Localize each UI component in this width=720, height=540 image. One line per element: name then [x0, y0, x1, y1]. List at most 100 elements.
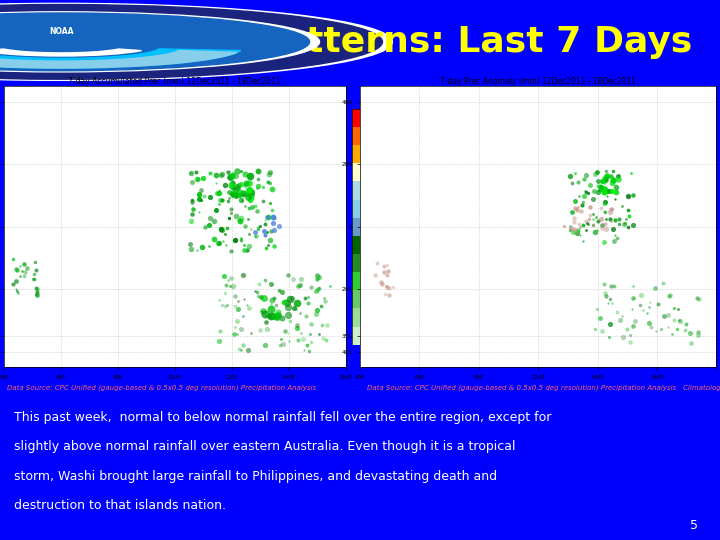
Point — [228, 185, 239, 194]
Text: Data Source: CPC Unified (gauge-based & 0.5x0.5 deg resolution) Precipitation An: Data Source: CPC Unified (gauge-based & … — [7, 384, 317, 391]
Point — [599, 279, 611, 288]
Point — [653, 300, 665, 308]
Point — [29, 274, 40, 283]
Point — [246, 187, 257, 196]
Point — [303, 347, 315, 355]
Point — [313, 284, 325, 292]
Point — [264, 235, 276, 244]
Point — [282, 311, 294, 320]
Point — [268, 214, 279, 222]
Point — [260, 216, 271, 225]
Point — [381, 261, 392, 269]
Point — [291, 321, 302, 329]
Point — [672, 305, 683, 313]
Point — [216, 225, 228, 234]
Point — [591, 168, 603, 177]
Point — [228, 191, 239, 200]
Point — [645, 323, 657, 332]
Point — [600, 291, 612, 300]
Point — [19, 260, 30, 268]
Point — [226, 183, 238, 191]
Point — [568, 214, 580, 222]
Point — [252, 291, 264, 300]
Point — [306, 337, 318, 346]
Point — [581, 219, 593, 227]
Point — [603, 299, 614, 308]
Point — [311, 271, 323, 280]
Point — [31, 291, 42, 300]
Point — [31, 288, 42, 296]
Point — [644, 298, 656, 306]
Point — [643, 303, 654, 312]
Point — [599, 219, 611, 228]
Point — [578, 192, 590, 200]
Point — [624, 331, 636, 340]
Point — [249, 228, 261, 237]
Point — [229, 301, 240, 310]
Point — [566, 208, 577, 217]
Point — [249, 231, 261, 240]
Point — [376, 278, 387, 286]
Point — [185, 169, 197, 178]
Point — [257, 197, 269, 206]
Point — [266, 280, 277, 289]
Point — [259, 341, 271, 349]
Point — [237, 312, 248, 321]
Point — [596, 177, 608, 185]
Point — [371, 259, 382, 268]
Point — [264, 170, 275, 179]
Point — [593, 182, 604, 191]
Point — [195, 195, 207, 204]
Point — [8, 254, 19, 263]
Point — [271, 313, 283, 321]
Point — [246, 194, 257, 202]
Point — [231, 316, 243, 325]
Point — [621, 325, 633, 334]
Point — [627, 322, 639, 330]
Text: storm, Washi brought large rainfall to Philippines, and devastating death and: storm, Washi brought large rainfall to P… — [14, 470, 498, 483]
Circle shape — [0, 3, 392, 80]
Point — [559, 221, 570, 230]
Point — [649, 284, 660, 293]
Point — [222, 276, 233, 285]
Point — [591, 305, 603, 314]
Point — [379, 262, 390, 271]
Point — [310, 309, 322, 318]
Point — [29, 269, 40, 278]
Point — [668, 316, 680, 325]
Point — [572, 206, 583, 214]
Point — [313, 273, 325, 281]
Point — [381, 283, 392, 292]
Point — [680, 320, 691, 328]
Point — [598, 178, 610, 187]
Point — [192, 174, 204, 183]
Point — [622, 222, 634, 231]
Point — [258, 182, 269, 191]
Point — [279, 326, 290, 335]
Point — [238, 295, 249, 303]
Point — [222, 197, 233, 206]
Point — [14, 272, 26, 281]
Point — [31, 285, 42, 293]
Point — [321, 321, 333, 329]
Point — [185, 217, 197, 226]
Point — [569, 169, 580, 178]
Point — [230, 172, 242, 180]
Point — [266, 227, 277, 235]
Point — [379, 290, 391, 299]
Point — [582, 189, 594, 198]
Point — [243, 204, 254, 213]
Point — [258, 294, 269, 302]
Point — [291, 324, 302, 333]
Point — [282, 303, 293, 312]
Point — [222, 168, 234, 177]
Point — [575, 207, 587, 215]
Point — [273, 286, 284, 295]
Point — [265, 300, 276, 308]
Point — [292, 282, 304, 291]
Text: destruction to that islands nation.: destruction to that islands nation. — [14, 499, 226, 512]
Point — [287, 293, 298, 302]
Point — [305, 330, 316, 339]
Point — [216, 301, 228, 309]
Point — [607, 166, 618, 175]
